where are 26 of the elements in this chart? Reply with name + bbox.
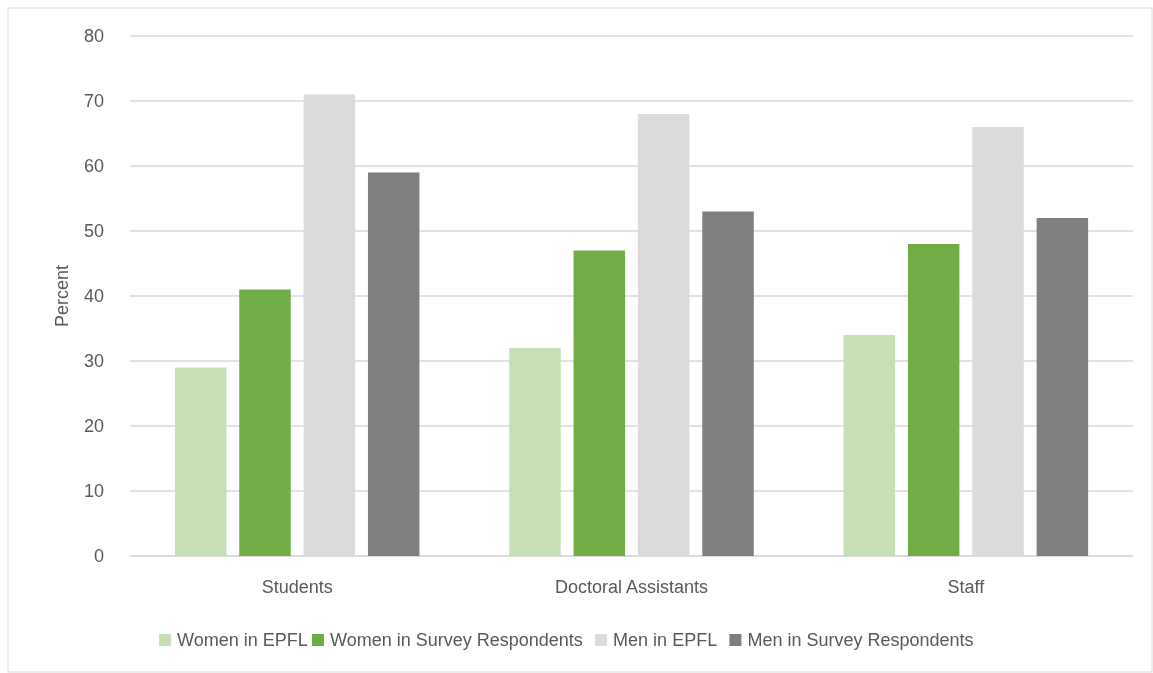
bar xyxy=(239,289,291,556)
y-tick-label: 60 xyxy=(83,156,104,177)
y-tick-label: 70 xyxy=(83,91,104,112)
x-tick-label: Doctoral Assistants xyxy=(554,577,709,597)
y-tick-label: 50 xyxy=(83,221,104,242)
y-axis-title: Percent xyxy=(52,264,72,328)
y-tick-label: 20 xyxy=(83,416,104,437)
legend-label: Women in EPFL xyxy=(177,630,308,651)
x-tick-label: Students xyxy=(261,577,333,597)
legend-label: Women in Survey Respondents xyxy=(330,630,583,651)
legend-label: Men in Survey Respondents xyxy=(747,630,974,651)
y-tick-label: 80 xyxy=(83,26,104,47)
bar xyxy=(1036,218,1089,556)
x-tick-label: Staff xyxy=(947,577,986,597)
bar xyxy=(367,172,420,556)
y-tick-label: 40 xyxy=(83,286,104,307)
legend-label: Men in EPFL xyxy=(613,630,718,651)
bar xyxy=(843,335,896,556)
bar xyxy=(907,244,960,556)
y-tick-label: 0 xyxy=(93,546,104,567)
bar xyxy=(174,367,227,556)
y-tick-label: 30 xyxy=(83,351,104,372)
y-tick-label: 10 xyxy=(83,481,104,502)
bar xyxy=(573,250,626,556)
bar xyxy=(509,348,561,556)
bar xyxy=(702,211,754,556)
